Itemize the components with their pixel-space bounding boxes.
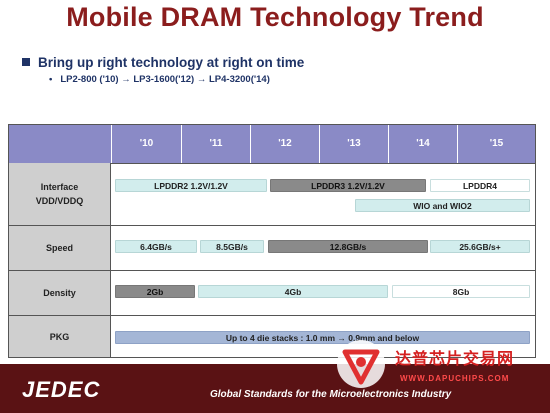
row-label-pkg: PKG <box>9 316 111 357</box>
bar-lpddr4: LPDDR4 <box>430 179 530 192</box>
roadmap-table: '10 '11 '12 '13 '14 '15 Interface VDD/VD… <box>8 124 536 358</box>
bar-pkg: Up to 4 die stacks : 1.0 mm → 0.9mm and … <box>115 331 530 344</box>
bar-speed-8-5: 8.5GB/s <box>200 240 264 253</box>
row-label-density: Density <box>9 271 111 315</box>
year-2013: '13 <box>319 125 388 163</box>
year-2014: '14 <box>388 125 457 163</box>
main-bullet-text: Bring up right technology at right on ti… <box>38 55 305 70</box>
row-divider <box>9 315 535 316</box>
sub-bullet-text: LP2-800 ('10) → LP3-1600('12) → LP4-3200… <box>60 74 270 85</box>
dot-bullet-icon: • <box>49 74 53 85</box>
row-label-speed: Speed <box>9 226 111 270</box>
year-2010: '10 <box>111 125 181 163</box>
footer-bar: JEDEC Global Standards for the Microelec… <box>0 364 550 413</box>
watermark-name: 达普芯片交易网 <box>395 351 515 368</box>
year-2011: '11 <box>181 125 250 163</box>
jedec-logo: JEDEC <box>22 377 101 402</box>
slide-title: Mobile DRAM Technology Trend <box>66 2 484 32</box>
year-header-row: '10 '11 '12 '13 '14 '15 <box>9 125 535 164</box>
bar-lpddr3: LPDDR3 1.2V/1.2V <box>270 179 426 192</box>
main-bullet: Bring up right technology at right on ti… <box>22 55 304 70</box>
bar-density-4gb: 4Gb <box>198 285 388 298</box>
footer-slogan: Global Standards for the Microelectronic… <box>210 389 452 400</box>
bar-speed-25-6: 25.6GB/s+ <box>430 240 530 253</box>
sub-bullet: • LP2-800 ('10) → LP3-1600('12) → LP4-320… <box>49 74 270 85</box>
watermark-url: WWW.DAPUCHIPS.COM <box>400 374 510 383</box>
watermark-logo-icon <box>337 340 385 388</box>
bar-wio: WIO and WIO2 <box>355 199 530 212</box>
bar-lpddr2: LPDDR2 1.2V/1.2V <box>115 179 267 192</box>
square-bullet-icon <box>22 58 30 66</box>
row-divider <box>9 270 535 271</box>
year-2012: '12 <box>250 125 319 163</box>
bar-speed-6-4: 6.4GB/s <box>115 240 197 253</box>
row-divider <box>9 225 535 226</box>
bar-density-2gb: 2Gb <box>115 285 195 298</box>
year-2015: '15 <box>457 125 535 163</box>
bar-speed-12-8: 12.8GB/s <box>268 240 428 253</box>
bar-density-8gb: 8Gb <box>392 285 530 298</box>
row-label-interface: Interface VDD/VDDQ <box>9 163 111 225</box>
